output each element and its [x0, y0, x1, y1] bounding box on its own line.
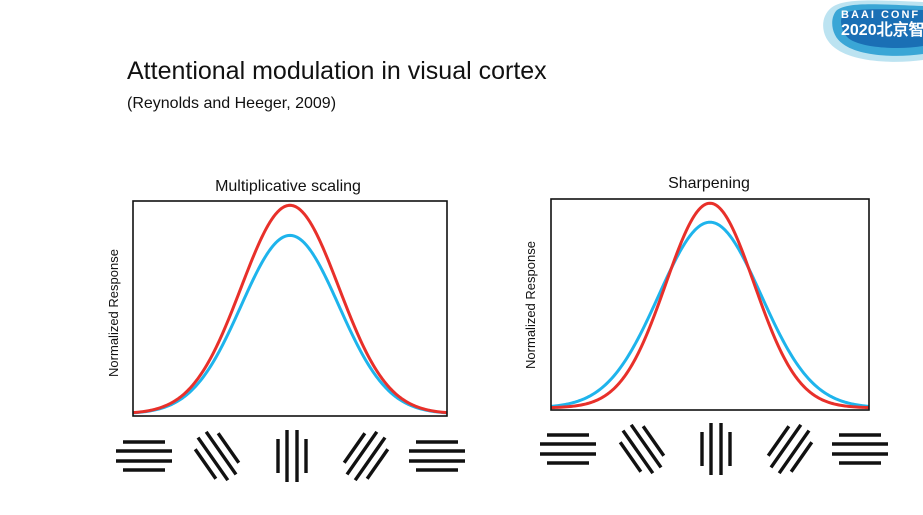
orientation-diagonal-right-icon	[342, 430, 390, 482]
logo-line-2: 2020北京智	[841, 22, 923, 39]
plot-frame	[550, 198, 870, 411]
orientation-horizontal-icon	[116, 440, 172, 472]
grating-bar	[345, 430, 379, 476]
grating-bar	[353, 436, 387, 482]
orientation-diagonal-left-icon	[618, 423, 666, 475]
orientation-vertical-icon	[276, 430, 308, 482]
orientation-diagonal-right-icon	[766, 423, 814, 475]
orientation-vertical-icon	[700, 423, 732, 475]
series-line-unattended	[550, 220, 870, 408]
grating-bar	[365, 448, 390, 480]
grating-bar	[777, 429, 811, 475]
grating-bar	[789, 441, 814, 473]
grating-bar	[216, 432, 241, 464]
logo-line-1: BAAI CONF	[841, 9, 921, 21]
slide-subtitle: (Reynolds and Heeger, 2009)	[127, 95, 337, 112]
grating-bar	[342, 432, 367, 464]
series-line-attended	[550, 201, 870, 410]
chart-title: Sharpening	[668, 175, 750, 192]
slide-title: Attentional modulation in visual cortex	[127, 57, 547, 85]
chart-panel-2: Sharpening Normalized Response	[523, 175, 888, 475]
grating-bar	[618, 441, 643, 473]
grating-bar	[766, 425, 791, 457]
grating-bar	[629, 423, 663, 469]
plot-frame	[132, 200, 448, 417]
y-axis-label: Normalized Response	[106, 249, 121, 377]
grating-bar	[193, 448, 218, 480]
logo-background-icon	[823, 0, 923, 62]
chart-panel-1: Multiplicative scaling Normalized Respons…	[106, 178, 465, 482]
orientation-horizontal-icon	[832, 433, 888, 465]
conference-logo: BAAI CONF 2020北京智	[813, 0, 923, 62]
series-line-attended	[132, 203, 448, 415]
grating-bar	[641, 425, 666, 457]
orientation-horizontal-icon	[540, 433, 596, 465]
orientation-horizontal-icon	[409, 440, 465, 472]
logo-text: BAAI CONF 2020北京智	[841, 10, 923, 39]
grating-bar	[196, 436, 230, 482]
series-line-unattended	[132, 233, 448, 415]
grating-bar	[769, 423, 803, 469]
grating-bar	[204, 430, 238, 476]
grating-bar	[621, 429, 655, 475]
orientation-diagonal-left-icon	[193, 430, 241, 482]
y-axis-label: Normalized Response	[523, 241, 538, 369]
chart-title: Multiplicative scaling	[215, 178, 361, 195]
